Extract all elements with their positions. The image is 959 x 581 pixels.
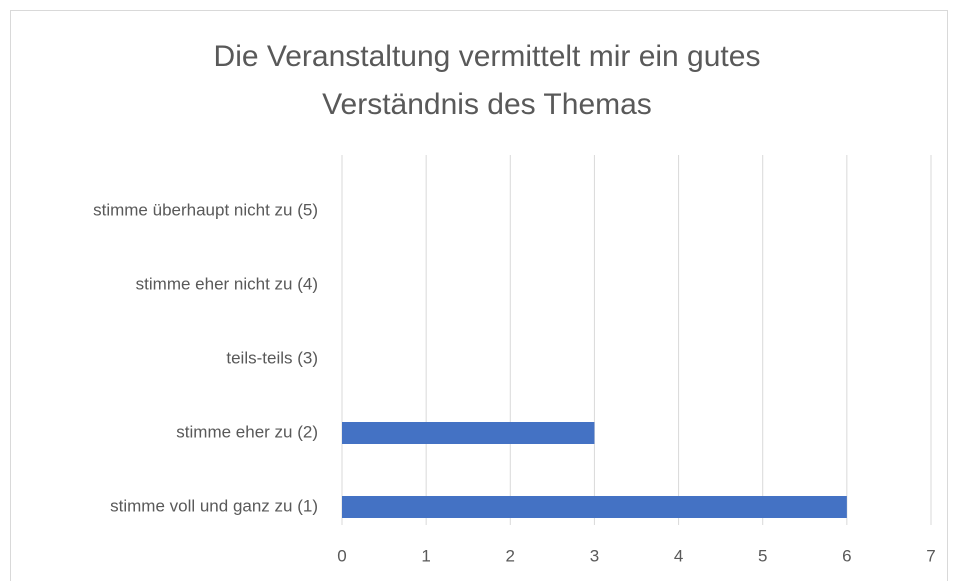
bar [342,422,595,444]
x-tick-label: 1 [421,546,430,565]
y-tick-label: stimme überhaupt nicht zu (5) [93,200,318,219]
y-tick-label: stimme eher nicht zu (4) [136,274,318,293]
x-tick-label: 5 [758,546,767,565]
chart-title: Die Veranstaltung vermittelt mir ein gut… [214,40,761,73]
x-tick-label: 0 [337,546,346,565]
x-tick-label: 3 [590,546,599,565]
bar [342,496,847,518]
chart-title: Verständnis des Themas [322,88,652,121]
y-tick-label: stimme eher zu (2) [176,422,318,441]
x-tick-label: 4 [674,546,683,565]
x-tick-label: 2 [506,546,515,565]
x-tick-label: 6 [842,546,851,565]
chart-border [10,10,948,581]
x-tick-label: 7 [926,546,935,565]
y-tick-label: teils-teils (3) [226,348,318,367]
y-tick-label: stimme voll und ganz zu (1) [110,496,318,515]
